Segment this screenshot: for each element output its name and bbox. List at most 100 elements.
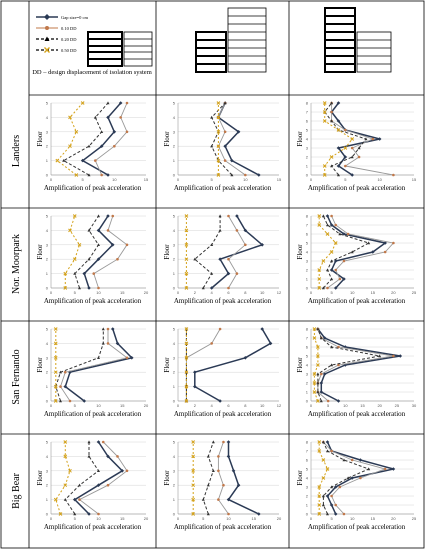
series-line-2: [55, 329, 104, 402]
data-point: [391, 467, 396, 471]
series-line-0: [83, 215, 114, 289]
data-point: [87, 512, 91, 516]
x-tick-label: 10: [243, 177, 248, 182]
y-tick-label: 1: [306, 164, 309, 169]
y-tick-label: 0: [306, 286, 309, 291]
data-point: [230, 158, 234, 163]
series-line-3: [55, 442, 71, 515]
series-line-2: [74, 215, 100, 289]
data-point: [63, 370, 67, 374]
data-point: [325, 467, 330, 471]
data-point: [99, 144, 104, 148]
data-point: [100, 130, 104, 133]
data-point: [337, 363, 340, 367]
data-point: [223, 130, 227, 134]
data-point: [329, 250, 334, 254]
data-point: [321, 214, 325, 218]
data-point: [243, 228, 248, 233]
y-tick-label: 5: [173, 214, 176, 219]
y-axis-label: Floor: [296, 357, 304, 373]
data-point: [106, 173, 110, 177]
y-tick-label: 5: [173, 440, 176, 445]
x-tick-label: 0: [310, 290, 313, 295]
data-point: [116, 455, 119, 458]
data-point: [216, 158, 221, 163]
legend-item-0: Gap size=0 cm: [36, 14, 89, 20]
data-point: [216, 129, 221, 134]
row-label-nor-moorpark: Nor. Moorpark: [11, 234, 22, 294]
data-point: [77, 242, 82, 247]
series-line-1: [60, 329, 129, 402]
x-tick-label: 10: [96, 403, 101, 408]
data-point: [62, 159, 66, 162]
data-point: [316, 345, 320, 349]
data-point: [115, 341, 120, 346]
data-point: [184, 271, 189, 276]
data-point: [184, 341, 189, 346]
data-point: [321, 476, 326, 480]
data-point: [325, 232, 330, 236]
y-tick-label: 3: [46, 468, 49, 473]
data-point: [72, 257, 77, 262]
data-point: [235, 214, 239, 218]
legend-note-line: DD – design displacement of isolation sy…: [32, 69, 152, 76]
data-point: [94, 159, 97, 162]
data-point: [110, 327, 115, 331]
data-point: [216, 144, 221, 149]
data-point: [316, 381, 320, 385]
x-tick-label: 5: [330, 516, 333, 521]
x-axis-label: Amplification of peak acceleration: [174, 297, 272, 305]
data-point: [97, 356, 100, 359]
y-tick-label: 2: [46, 144, 49, 149]
data-point: [82, 271, 87, 276]
legend-item-3: 0.50 DD: [36, 47, 77, 53]
chart-12: 0 1 2 3 4 5 6 7 8 0 5 10 15 20 25 Amplification of peak…: [296, 440, 417, 532]
x-tick-label: 30: [412, 403, 417, 408]
data-point: [53, 327, 58, 331]
x-tick-label: 10: [343, 403, 348, 408]
data-point: [216, 115, 221, 120]
data-point: [184, 327, 189, 331]
series-line-1: [94, 102, 128, 176]
data-point: [329, 503, 334, 507]
x-tick-label: 20: [144, 290, 149, 295]
y-tick-label: 0: [306, 512, 309, 517]
data-point: [227, 286, 230, 290]
x-tick-label: 5: [344, 177, 347, 182]
data-point: [338, 485, 342, 489]
data-point: [68, 370, 72, 374]
data-point: [350, 476, 354, 480]
y-tick-label: 3: [306, 146, 309, 151]
data-point: [73, 512, 77, 516]
data-point: [350, 137, 355, 141]
x-tick-label: 0: [177, 177, 180, 182]
data-point: [106, 342, 110, 345]
data-point: [191, 483, 196, 488]
series-line-1: [227, 215, 246, 289]
legend-note: DD – design displacement of isolation sy…: [32, 69, 152, 76]
data-point: [359, 476, 362, 480]
data-point: [217, 498, 220, 501]
building-sketches: [87, 7, 392, 73]
data-point: [53, 497, 58, 502]
data-point: [111, 214, 115, 218]
data-point: [322, 119, 327, 123]
x-tick-label: 15: [412, 177, 417, 182]
x-tick-label: 15: [371, 290, 376, 295]
data-point: [87, 454, 91, 458]
series-line-3: [56, 102, 84, 176]
y-tick-label: 1: [173, 384, 176, 389]
data-point: [383, 250, 387, 254]
data-point: [226, 440, 231, 444]
chart-9: 0 1 2 3 4 5 6 7 8 0 5 10 15 20 25 30 Amplification of pe…: [296, 327, 417, 419]
y-tick-label: 5: [46, 440, 49, 445]
data-point: [210, 115, 214, 119]
x-tick-label: 4: [211, 403, 214, 408]
data-point: [319, 399, 323, 403]
data-point: [97, 286, 100, 290]
data-point: [53, 370, 58, 375]
data-point: [74, 173, 79, 177]
